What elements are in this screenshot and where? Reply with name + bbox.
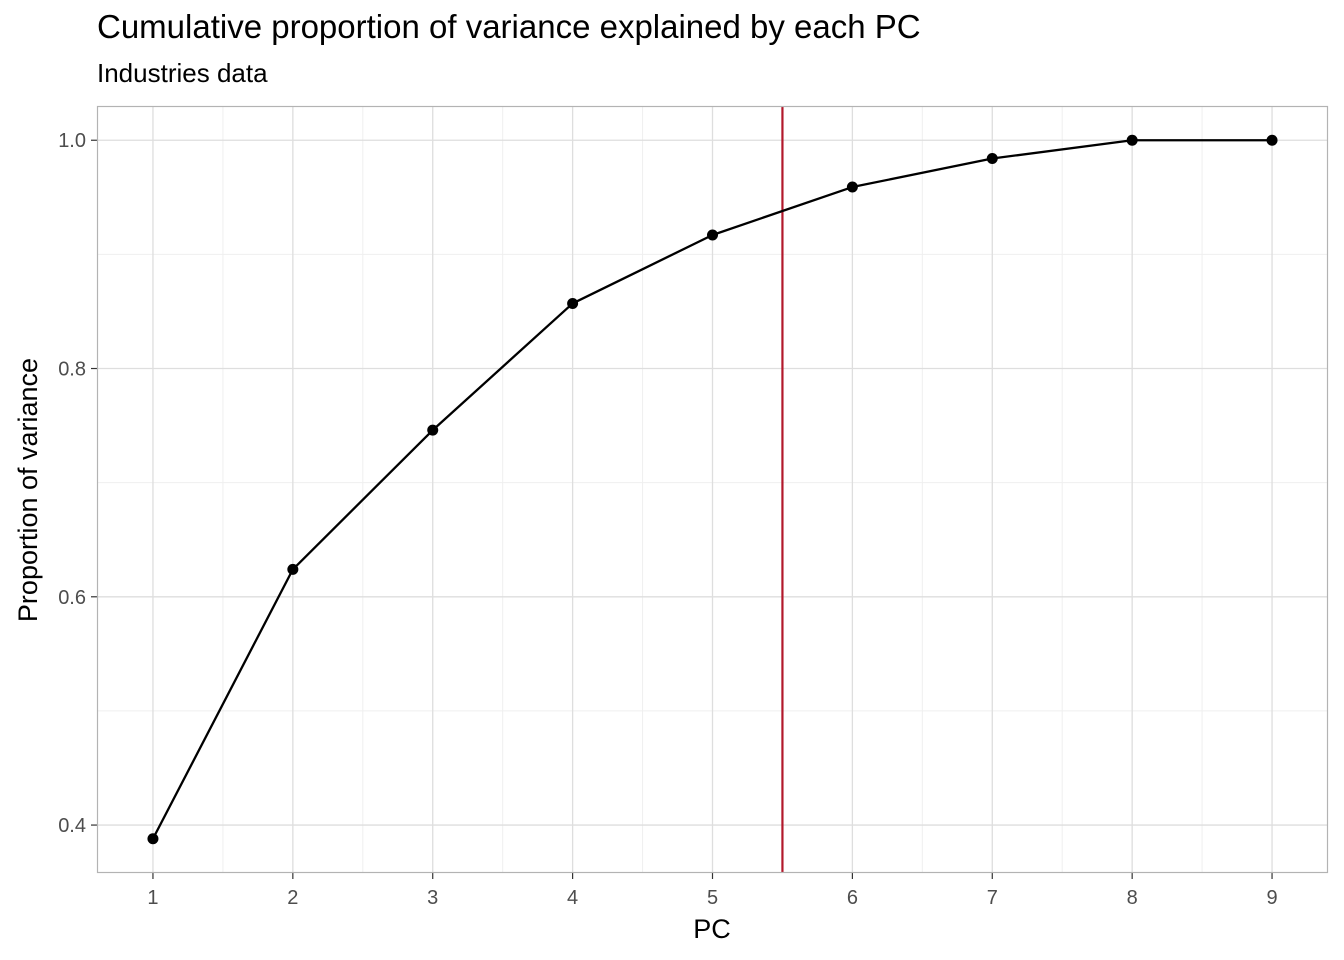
data-point <box>846 181 858 193</box>
x-tick-label: 4 <box>567 887 578 909</box>
x-axis-ticks: 1 2 3 4 5 6 7 8 9 <box>147 873 1278 909</box>
chart-subtitle: Industries data <box>97 58 268 88</box>
plot-panel-border <box>96 105 1329 874</box>
data-point <box>287 563 299 575</box>
x-tick-label: 5 <box>707 887 718 909</box>
data-point <box>427 424 439 436</box>
x-tick-label: 7 <box>987 887 998 909</box>
x-tick-label: 2 <box>287 887 298 909</box>
x-axis-title: PC <box>693 914 731 944</box>
x-tick-label: 3 <box>427 887 438 909</box>
y-tick-label: 1.0 <box>58 130 86 152</box>
data-point <box>147 833 159 845</box>
data-point <box>986 153 998 165</box>
data-point <box>1266 134 1278 146</box>
x-tick-label: 8 <box>1127 887 1138 909</box>
y-tick-label: 0.4 <box>58 815 86 837</box>
chart-title: Cumulative proportion of variance explai… <box>97 8 921 45</box>
x-tick-label: 1 <box>147 887 158 909</box>
series-layer <box>147 134 1278 845</box>
data-point <box>707 229 718 241</box>
y-tick-label: 0.8 <box>58 359 86 381</box>
data-point <box>1126 134 1138 146</box>
y-axis-ticks: 0.4 0.6 0.8 1.0 <box>58 130 97 837</box>
y-tick-label: 0.6 <box>58 587 86 609</box>
data-point <box>567 297 579 309</box>
x-tick-label: 6 <box>847 887 858 909</box>
grid-major <box>97 106 1328 873</box>
y-axis-title: Proportion of variance <box>13 358 43 622</box>
x-tick-label: 9 <box>1266 887 1277 909</box>
